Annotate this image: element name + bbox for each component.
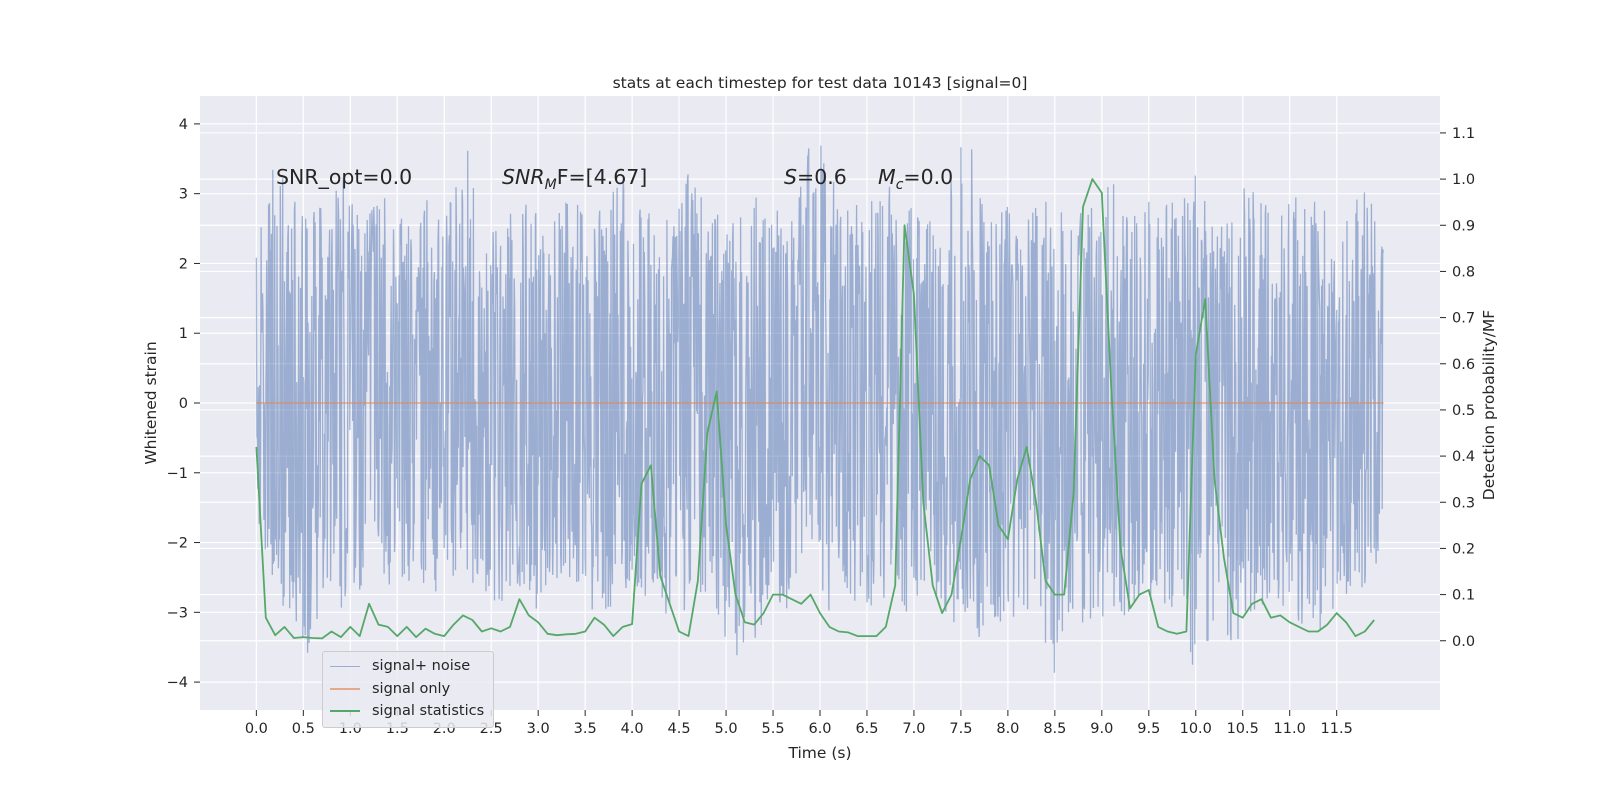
chart-title: stats at each timestep for test data 101… — [613, 74, 1028, 92]
x-tick-label: 8.0 — [996, 721, 1019, 737]
line-series-group — [255, 178, 1384, 640]
y-left-tick-label: 2 — [179, 256, 188, 272]
x-tick-label: 9.0 — [1090, 721, 1113, 737]
x-tick-label: 5.0 — [715, 721, 738, 737]
mc-value: =0.0 — [903, 165, 953, 189]
y-right-tick-label: 1.1 — [1452, 126, 1475, 142]
y-left-tick-label: −2 — [167, 536, 188, 552]
y-left-tick-label: 0 — [179, 396, 188, 412]
y-left-tick-label: −3 — [167, 605, 188, 621]
annotation-s: S=0.6 — [784, 165, 847, 189]
x-tick-label: 6.0 — [808, 721, 831, 737]
x-tick-label: 0.5 — [292, 721, 315, 737]
x-tick-label: 4.5 — [668, 721, 691, 737]
y-right-tick-label: 0.2 — [1452, 541, 1475, 557]
x-tick-label: 9.5 — [1137, 721, 1160, 737]
snr-mf-suffix: F=[4.67] — [557, 165, 648, 189]
y-left-tick-label: −4 — [167, 675, 188, 691]
y-axis-left-label: Whitened strain — [142, 341, 160, 464]
y-left-tick-label: 1 — [179, 326, 188, 342]
x-tick-label: 7.5 — [949, 721, 972, 737]
y-right-tick-label: 0.4 — [1452, 449, 1475, 465]
x-tick-label: 8.5 — [1043, 721, 1066, 737]
noise-trace-group — [255, 145, 1385, 673]
y-right-tick-label: 0.1 — [1452, 588, 1475, 604]
legend-label-signal-noise: signal+ noise — [372, 658, 471, 675]
x-tick-label: 5.5 — [761, 721, 784, 737]
annotation-snr-mf: SNRMF=[4.67] — [502, 165, 647, 193]
x-tick-label: 4.0 — [621, 721, 644, 737]
y-left-tick-label: −1 — [167, 466, 188, 482]
legend-label-signal-statistics: signal statistics — [372, 703, 485, 720]
y-right-tick-label: 0.7 — [1452, 311, 1475, 327]
legend-swatch-signal-noise — [330, 665, 360, 667]
legend-label-signal-only: signal only — [372, 680, 451, 697]
legend-swatch-signal-only — [330, 687, 360, 690]
legend-item-signal-statistics: signal statistics — [323, 700, 493, 723]
x-tick-label: 0.0 — [245, 721, 268, 737]
y-right-tick-label: 0.3 — [1452, 495, 1475, 511]
y-right-tick-label: 0.9 — [1452, 218, 1475, 234]
y-right-tick-label: 0.5 — [1452, 403, 1475, 419]
y-right-tick-label: 0.6 — [1452, 357, 1475, 373]
legend-swatch-signal-statistics — [330, 710, 360, 713]
x-tick-label: 11.0 — [1274, 721, 1306, 737]
snr-mf-sub: M — [545, 177, 557, 193]
y-left-tick-label: 4 — [179, 117, 188, 133]
mc-var: M — [878, 165, 896, 189]
signal-statistics-line — [255, 178, 1375, 640]
y-right-tick-label: 0.8 — [1452, 264, 1475, 280]
annotation-snr-opt: SNR_opt=0.0 — [276, 165, 412, 190]
s-var: S — [784, 165, 797, 189]
legend-item-signal-noise: signal+ noise — [323, 655, 493, 678]
signal-noise-line — [255, 145, 1385, 673]
x-tick-label: 6.5 — [855, 721, 878, 737]
x-tick-label: 3.5 — [574, 721, 597, 737]
s-value: =0.6 — [797, 165, 847, 189]
tick-labels: 0.0 0.5 1.0 1.5 2.0 2.5 3.0 3.5 4.0 4.5 5.0 5.5 6.0 6… — [167, 117, 1475, 737]
legend-item-signal-only: signal only — [323, 678, 493, 701]
y-right-tick-label: 0.0 — [1452, 634, 1475, 650]
x-tick-label: 10.5 — [1227, 721, 1259, 737]
snr-mf-prefix: SNR — [502, 165, 545, 189]
legend: signal+ noise signal only signal statist… — [322, 651, 494, 728]
x-tick-label: 7.0 — [902, 721, 925, 737]
x-tick-label: 3.0 — [527, 721, 550, 737]
mc-sub: c — [896, 177, 904, 193]
x-tick-label: 11.5 — [1321, 721, 1353, 737]
x-tick-label: 10.0 — [1180, 721, 1212, 737]
y-axis-right-label: Detection probability/MF — [1480, 310, 1498, 501]
annotation-mc: Mc=0.0 — [878, 165, 953, 193]
x-axis-label: Time (s) — [787, 744, 851, 762]
y-left-tick-label: 3 — [179, 187, 188, 203]
y-right-tick-label: 1.0 — [1452, 172, 1475, 188]
